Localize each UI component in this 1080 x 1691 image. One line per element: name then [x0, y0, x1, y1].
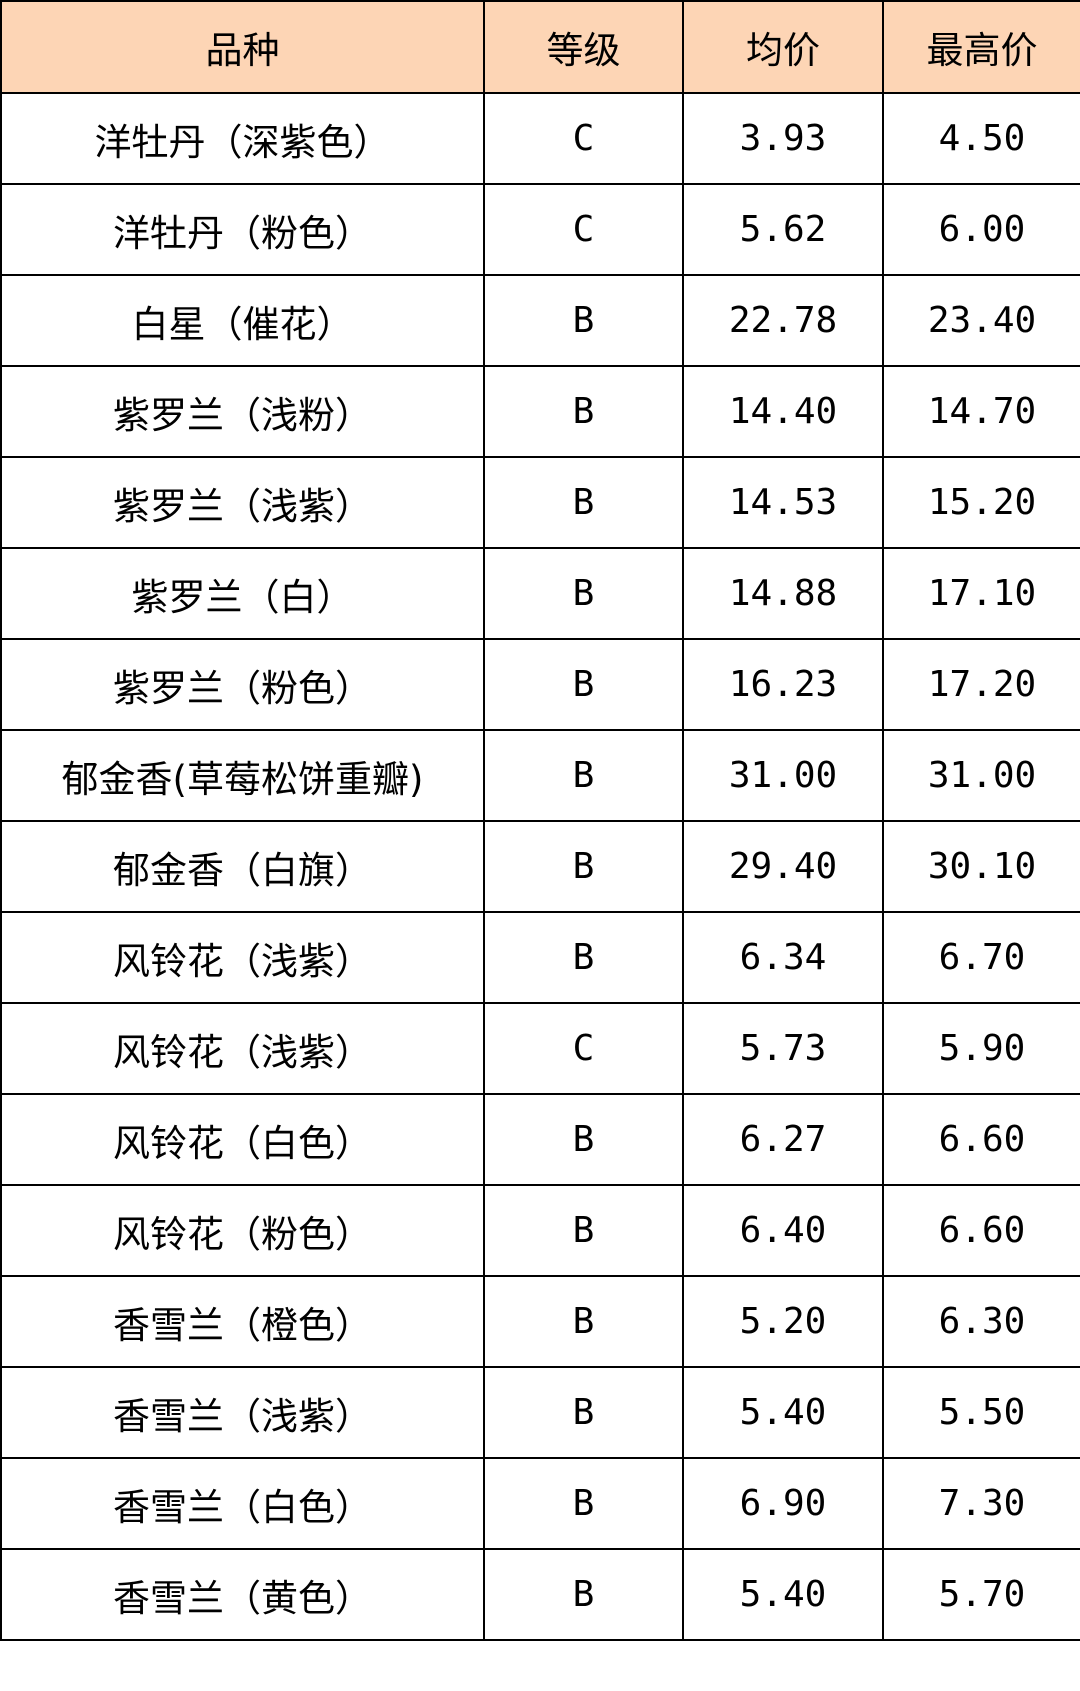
grade-cell: B	[483, 456, 684, 549]
avg-price-cell: 16.23	[682, 638, 884, 731]
table-row: 风铃花（白色） B 6.27 6.60	[0, 1093, 1080, 1186]
variety-cell: 香雪兰（黄色）	[0, 1548, 485, 1641]
variety-cell: 风铃花（浅紫）	[0, 911, 485, 1004]
variety-cell: 白星（催花）	[0, 274, 485, 367]
table-row: 郁金香（白旗） B 29.40 30.10	[0, 820, 1080, 913]
grade-cell: C	[483, 1002, 684, 1095]
grade-cell: B	[483, 274, 684, 367]
variety-cell: 紫罗兰（白）	[0, 547, 485, 640]
max-price-cell: 4.50	[882, 92, 1080, 185]
table-row: 紫罗兰（浅粉） B 14.40 14.70	[0, 365, 1080, 458]
avg-price-cell: 5.62	[682, 183, 884, 276]
max-price-cell: 6.00	[882, 183, 1080, 276]
variety-cell: 风铃花（白色）	[0, 1093, 485, 1186]
avg-price-cell: 5.40	[682, 1548, 884, 1641]
table-row: 风铃花（浅紫） C 5.73 5.90	[0, 1002, 1080, 1095]
table-row: 风铃花（浅紫） B 6.34 6.70	[0, 911, 1080, 1004]
variety-cell: 紫罗兰（浅粉）	[0, 365, 485, 458]
grade-cell: B	[483, 1548, 684, 1641]
table-row: 香雪兰（橙色） B 5.20 6.30	[0, 1275, 1080, 1368]
avg-price-cell: 14.53	[682, 456, 884, 549]
table-row: 洋牡丹（粉色） C 5.62 6.00	[0, 183, 1080, 276]
variety-cell: 紫罗兰（浅紫）	[0, 456, 485, 549]
variety-cell: 郁金香（白旗）	[0, 820, 485, 913]
avg-price-cell: 6.34	[682, 911, 884, 1004]
max-price-cell: 23.40	[882, 274, 1080, 367]
table-row: 白星（催花） B 22.78 23.40	[0, 274, 1080, 367]
avg-price-cell: 22.78	[682, 274, 884, 367]
max-price-cell: 6.70	[882, 911, 1080, 1004]
avg-price-cell: 6.27	[682, 1093, 884, 1186]
variety-cell: 香雪兰（浅紫）	[0, 1366, 485, 1459]
max-price-cell: 7.30	[882, 1457, 1080, 1550]
variety-cell: 香雪兰（橙色）	[0, 1275, 485, 1368]
header-variety: 品种	[0, 0, 485, 94]
variety-cell: 洋牡丹（粉色）	[0, 183, 485, 276]
variety-cell: 紫罗兰（粉色）	[0, 638, 485, 731]
grade-cell: C	[483, 92, 684, 185]
grade-cell: B	[483, 911, 684, 1004]
avg-price-cell: 6.40	[682, 1184, 884, 1277]
variety-cell: 郁金香(草莓松饼重瓣)	[0, 729, 485, 822]
avg-price-cell: 5.73	[682, 1002, 884, 1095]
header-avg-price: 均价	[682, 0, 884, 94]
max-price-cell: 6.30	[882, 1275, 1080, 1368]
avg-price-cell: 5.40	[682, 1366, 884, 1459]
table-row: 紫罗兰（粉色） B 16.23 17.20	[0, 638, 1080, 731]
price-table: 品种 等级 均价 最高价 洋牡丹（深紫色） C 3.93 4.50 洋牡丹（粉色） C 5.…	[0, 0, 1080, 1641]
avg-price-cell: 14.40	[682, 365, 884, 458]
grade-cell: B	[483, 729, 684, 822]
avg-price-cell: 3.93	[682, 92, 884, 185]
table-row: 风铃花（粉色） B 6.40 6.60	[0, 1184, 1080, 1277]
max-price-cell: 17.10	[882, 547, 1080, 640]
table-row: 郁金香(草莓松饼重瓣) B 31.00 31.00	[0, 729, 1080, 822]
grade-cell: B	[483, 820, 684, 913]
avg-price-cell: 5.20	[682, 1275, 884, 1368]
max-price-cell: 30.10	[882, 820, 1080, 913]
max-price-cell: 5.90	[882, 1002, 1080, 1095]
table-row: 紫罗兰（浅紫） B 14.53 15.20	[0, 456, 1080, 549]
avg-price-cell: 6.90	[682, 1457, 884, 1550]
max-price-cell: 17.20	[882, 638, 1080, 731]
max-price-cell: 5.70	[882, 1548, 1080, 1641]
grade-cell: B	[483, 1275, 684, 1368]
grade-cell: B	[483, 638, 684, 731]
table-row: 香雪兰（浅紫） B 5.40 5.50	[0, 1366, 1080, 1459]
header-max-price: 最高价	[882, 0, 1080, 94]
max-price-cell: 6.60	[882, 1093, 1080, 1186]
max-price-cell: 15.20	[882, 456, 1080, 549]
max-price-cell: 6.60	[882, 1184, 1080, 1277]
header-row: 品种 等级 均价 最高价	[0, 0, 1080, 94]
grade-cell: B	[483, 1366, 684, 1459]
variety-cell: 风铃花（浅紫）	[0, 1002, 485, 1095]
grade-cell: B	[483, 1184, 684, 1277]
max-price-cell: 5.50	[882, 1366, 1080, 1459]
variety-cell: 风铃花（粉色）	[0, 1184, 485, 1277]
max-price-cell: 31.00	[882, 729, 1080, 822]
avg-price-cell: 31.00	[682, 729, 884, 822]
grade-cell: B	[483, 547, 684, 640]
grade-cell: B	[483, 1457, 684, 1550]
avg-price-cell: 14.88	[682, 547, 884, 640]
grade-cell: B	[483, 365, 684, 458]
max-price-cell: 14.70	[882, 365, 1080, 458]
grade-cell: C	[483, 183, 684, 276]
grade-cell: B	[483, 1093, 684, 1186]
variety-cell: 洋牡丹（深紫色）	[0, 92, 485, 185]
table-row: 紫罗兰（白） B 14.88 17.10	[0, 547, 1080, 640]
variety-cell: 香雪兰（白色）	[0, 1457, 485, 1550]
avg-price-cell: 29.40	[682, 820, 884, 913]
header-grade: 等级	[483, 0, 684, 94]
table-row: 香雪兰（黄色） B 5.40 5.70	[0, 1548, 1080, 1641]
table-row: 香雪兰（白色） B 6.90 7.30	[0, 1457, 1080, 1550]
table-row: 洋牡丹（深紫色） C 3.93 4.50	[0, 92, 1080, 185]
